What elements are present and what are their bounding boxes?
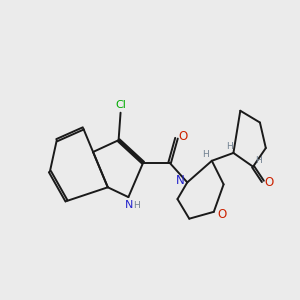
Text: O: O [218,208,227,221]
Text: H: H [226,142,232,151]
Text: H: H [133,201,140,210]
Text: Cl: Cl [116,100,127,110]
Text: O: O [265,176,274,189]
Text: O: O [178,130,188,143]
Text: N: N [176,174,184,188]
Text: H: H [256,156,262,165]
Text: N: N [125,200,133,210]
Text: H: H [202,150,209,159]
